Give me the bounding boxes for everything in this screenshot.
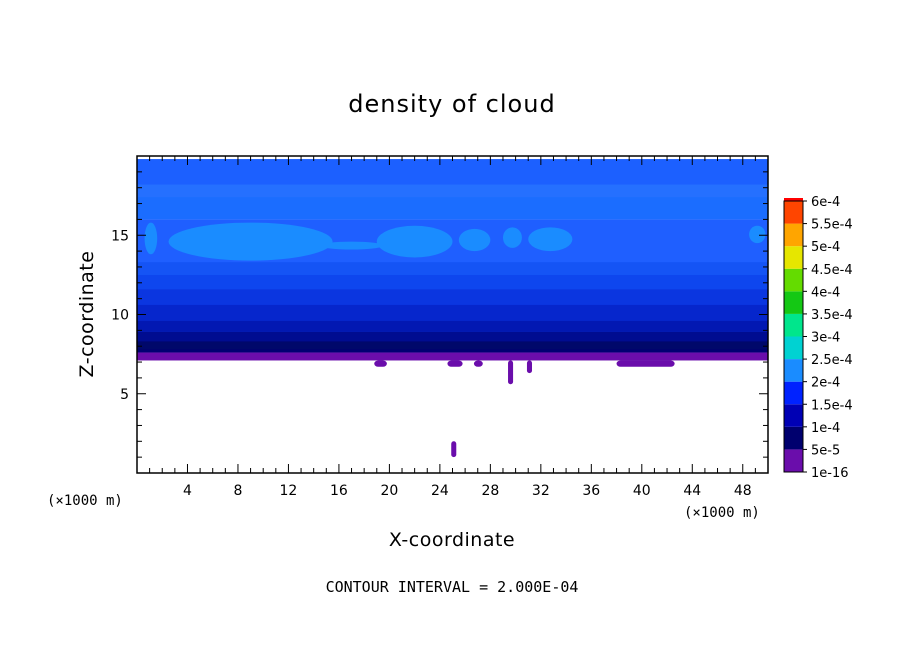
colorbar-swatch xyxy=(784,336,803,360)
contour-patch xyxy=(144,222,158,255)
x-tick-label: 28 xyxy=(481,483,499,499)
y-tick-label: 5 xyxy=(120,387,129,403)
contour-patch xyxy=(508,360,514,385)
colorbar-label: 5e-5 xyxy=(811,443,840,458)
colorbar-label: 1e-16 xyxy=(811,466,849,481)
x-tick-label: 40 xyxy=(633,483,651,499)
x-axis: 4 8 12 16 20 24 28 32 36 40 44 48 xyxy=(149,156,756,499)
colorbar-swatch xyxy=(784,426,803,450)
contour-patch xyxy=(447,360,463,367)
colorbar-swatch xyxy=(784,313,803,337)
contour-band xyxy=(137,262,768,275)
chart-title: density of cloud xyxy=(348,90,555,118)
colorbar-swatch xyxy=(784,404,803,427)
contour-patch xyxy=(374,360,387,367)
contour-band xyxy=(137,289,768,305)
x-tick-label: 8 xyxy=(233,483,242,499)
colorbar-swatch xyxy=(784,381,803,405)
colorbar-label: 5.5e-4 xyxy=(811,218,853,233)
contour-band xyxy=(137,320,768,332)
contour-patch xyxy=(319,241,384,250)
colorbar-swatch xyxy=(784,223,803,247)
contour-patch xyxy=(749,225,766,244)
colorbar-label: 3e-4 xyxy=(811,331,840,346)
contour-band xyxy=(137,184,768,198)
y-axis: 5 10 15 xyxy=(111,171,768,458)
contour-band xyxy=(137,194,768,220)
contour-band xyxy=(137,304,768,321)
contour-patch xyxy=(168,222,333,261)
y-tick-label: 15 xyxy=(111,228,129,244)
contour-patch xyxy=(616,360,675,367)
x-tick-label: 12 xyxy=(280,483,298,499)
colorbar-swatch xyxy=(784,201,803,224)
x-tick-label: 44 xyxy=(683,483,701,499)
contour-band xyxy=(137,352,768,361)
contour-patch xyxy=(376,225,453,258)
x-tick-label: 48 xyxy=(734,483,752,499)
colorbar-label: 1e-4 xyxy=(811,421,840,436)
colorbar-label: 4.5e-4 xyxy=(811,263,853,278)
colorbar-swatch xyxy=(784,291,803,314)
contour-patch xyxy=(502,227,522,248)
contour-patch xyxy=(458,228,491,252)
colorbar: 1e-16 5e-5 1e-4 1.5e-4 2e-4 2.5e-4 3e-4 3.5e-4 4… xyxy=(783,195,853,481)
y-axis-unit: (×1000 m) xyxy=(47,493,123,509)
contour-band xyxy=(137,159,768,185)
colorbar-label: 5e-4 xyxy=(811,240,840,255)
x-tick-label: 4 xyxy=(183,483,192,499)
colorbar-swatch xyxy=(784,359,803,382)
x-axis-unit: (×1000 m) xyxy=(684,505,760,521)
colorbar-label: 4e-4 xyxy=(811,285,840,300)
contour-band xyxy=(137,341,768,350)
contour-interval-note: CONTOUR INTERVAL = 2.000E-04 xyxy=(326,578,579,596)
colorbar-swatch xyxy=(784,268,803,292)
colorbar-label: 6e-4 xyxy=(811,195,840,210)
x-tick-label: 36 xyxy=(582,483,600,499)
x-axis-label: X-coordinate xyxy=(389,529,515,551)
colorbar-label: 2e-4 xyxy=(811,376,840,391)
contour-band xyxy=(137,274,768,290)
y-axis-label: Z-coordinate xyxy=(76,251,98,378)
colorbar-swatch xyxy=(784,449,803,472)
contour-patch xyxy=(451,441,457,458)
x-tick-label: 32 xyxy=(532,483,550,499)
plot-area xyxy=(137,159,768,458)
contour-patch xyxy=(528,227,573,252)
x-tick-label: 20 xyxy=(380,483,398,499)
colorbar-label: 3.5e-4 xyxy=(811,308,853,323)
x-tick-label: 24 xyxy=(431,483,449,499)
contour-patch xyxy=(473,360,483,367)
colorbar-label: 2.5e-4 xyxy=(811,353,853,368)
colorbar-swatch xyxy=(784,198,803,201)
x-tick-label: 16 xyxy=(330,483,348,499)
colorbar-label: 1.5e-4 xyxy=(811,398,853,413)
y-tick-label: 10 xyxy=(111,308,129,324)
colorbar-swatch xyxy=(784,246,803,269)
contour-patch xyxy=(526,360,533,374)
contour-band xyxy=(137,331,768,342)
